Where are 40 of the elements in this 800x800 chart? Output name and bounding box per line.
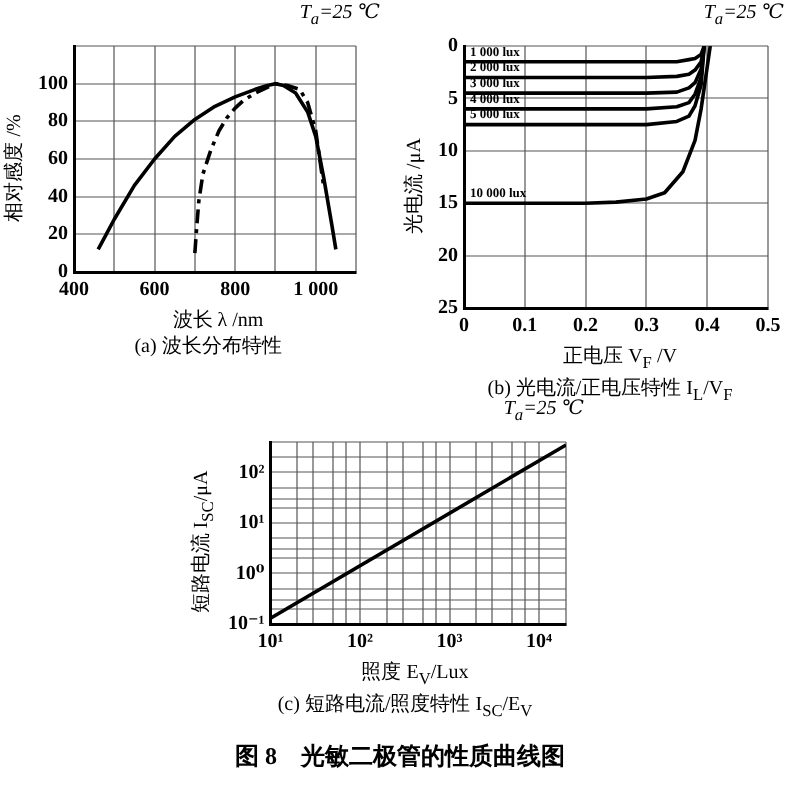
text: T$_{a}$=25 ℃ [297, 0, 382, 28]
y-tick-label: 10² [238, 461, 265, 484]
y-tick-label: 0 [448, 35, 458, 58]
y-axis-title: 相对感度 /% [4, 114, 28, 222]
x-tick-label: 10¹ [257, 631, 284, 654]
caption: 图 8 光敏二极管的性质曲线图 [233, 740, 567, 774]
y-tick-label: 0 [58, 261, 68, 284]
y-tick-label: 10 [438, 139, 458, 162]
text: (a) 波长分布特性 [132, 334, 284, 360]
y-tick-label: 20 [48, 223, 68, 246]
text: T$_{a}$=25 ℃ [701, 0, 786, 28]
text: T$_{a}$=25 ℃ [501, 398, 586, 424]
y-axis-title: 光电流 /μA [404, 138, 428, 234]
y-tick-label: 5 [448, 87, 458, 110]
x-tick-label: 0.5 [755, 315, 781, 338]
x-tick-label: 0.2 [573, 315, 599, 338]
y-tick-label: 10⁻¹ [227, 613, 265, 636]
text: (c) 短路电流/照度特性 I$_{SC}$/E$_{V}$ [275, 692, 535, 724]
y-tick-label: 10⁰ [235, 562, 266, 585]
x-axis-title: 波长 λ /nm [170, 308, 266, 334]
x-tick-label: 0.1 [512, 315, 538, 338]
x-tick-label: 0.3 [633, 315, 659, 338]
x-tick-label: 10⁴ [526, 631, 553, 654]
y-tick-label: 40 [48, 185, 68, 208]
x-tick-label: 0.4 [694, 315, 720, 338]
y-tick-label: 80 [48, 110, 68, 133]
y-tick-label: 20 [438, 244, 458, 267]
y-tick-label: 100 [38, 72, 68, 95]
x-tick-label: 600 [139, 279, 170, 302]
y-tick-label: 10¹ [238, 512, 265, 535]
x-axis-title: 正电压 V$_{F}$ /V [561, 344, 679, 376]
x-axis-title: 照度 E$_{V}$/Lux [359, 660, 471, 692]
x-tick-label: 10³ [436, 631, 463, 654]
y-tick-label: 25 [438, 297, 458, 320]
x-tick-label: 400 [59, 279, 89, 302]
y-tick-label: 15 [438, 192, 458, 215]
x-tick-label: 1 000 [293, 279, 339, 302]
y-tick-label: 60 [48, 148, 68, 171]
x-tick-label: 10² [347, 631, 374, 654]
x-tick-label: 800 [220, 279, 251, 302]
